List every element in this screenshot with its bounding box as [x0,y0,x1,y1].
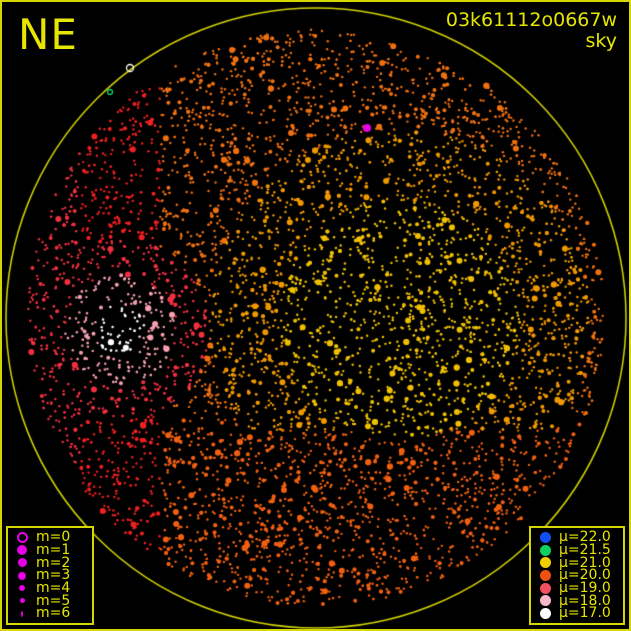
sky-brightness-legend-item: μ=22.0 [537,529,617,546]
magnitude-marker-icon [18,571,26,580]
magnitude-legend-item: m=1 [14,541,86,558]
magnitude-legend-label: m=3 [36,567,71,584]
color-swatch-icon [539,544,551,556]
sky-brightness-legend-label: μ=22.0 [559,529,611,546]
color-swatch-icon [539,532,551,544]
sky-brightness-legend-item: μ=17.0 [537,605,617,622]
magnitude-marker-icon [19,598,25,604]
color-swatch-icon [539,570,551,582]
magnitude-legend-label: m=1 [36,541,71,558]
sky-brightness-legend: μ=22.0 μ=21.5 μ=21.0 μ=20.0 μ=19.0 μ=18.0 μ=17… [529,526,625,625]
sky-brightness-legend-label: μ=17.0 [559,605,611,622]
sky-brightness-legend-item: μ=21.0 [537,554,617,571]
sky-brightness-legend-item: μ=18.0 [537,592,617,609]
magnitude-legend-item: m=0 [14,529,86,546]
magnitude-legend-label: m=6 [36,605,71,622]
magnitude-legend-item: m=3 [14,567,86,584]
sky-brightness-legend-item: μ=19.0 [537,579,617,596]
magnitude-legend-label: m=5 [36,592,71,609]
magnitude-marker-icon [19,585,25,592]
mode-label: sky [585,30,617,52]
direction-label: NE [18,10,78,59]
magnitude-marker-icon [17,545,27,556]
magnitude-marker-icon [16,532,28,544]
magnitude-legend: m=0 m=1 m=2 m=3 m=4 m=5 m=6 [6,526,94,625]
magnitude-legend-label: m=0 [36,529,71,546]
color-swatch-icon [539,595,551,607]
image-id: 03k61112o0667w [445,9,617,31]
color-swatch-icon [539,608,551,620]
magnitude-legend-item: m=2 [14,554,86,571]
color-swatch-icon [539,582,551,594]
sky-brightness-legend-label: μ=20.0 [559,567,611,584]
magnitude-legend-item: m=6 [14,605,86,622]
magnitude-legend-item: m=5 [14,592,86,609]
sky-brightness-legend-label: μ=19.0 [559,579,611,596]
sky-brightness-legend-label: μ=18.0 [559,592,611,609]
sky-brightness-legend-label: μ=21.0 [559,554,611,571]
magnitude-legend-label: m=4 [36,579,71,596]
magnitude-marker-icon [17,558,27,568]
magnitude-legend-item: m=4 [14,579,86,596]
sky-brightness-legend-item: μ=20.0 [537,567,617,584]
magnitude-marker-icon [21,610,23,617]
sky-brightness-legend-label: μ=21.5 [559,541,611,558]
magnitude-legend-label: m=2 [36,554,71,571]
color-swatch-icon [539,557,551,569]
sky-brightness-legend-item: μ=21.5 [537,541,617,558]
image-title: 03k61112o0667w sky [446,10,617,52]
